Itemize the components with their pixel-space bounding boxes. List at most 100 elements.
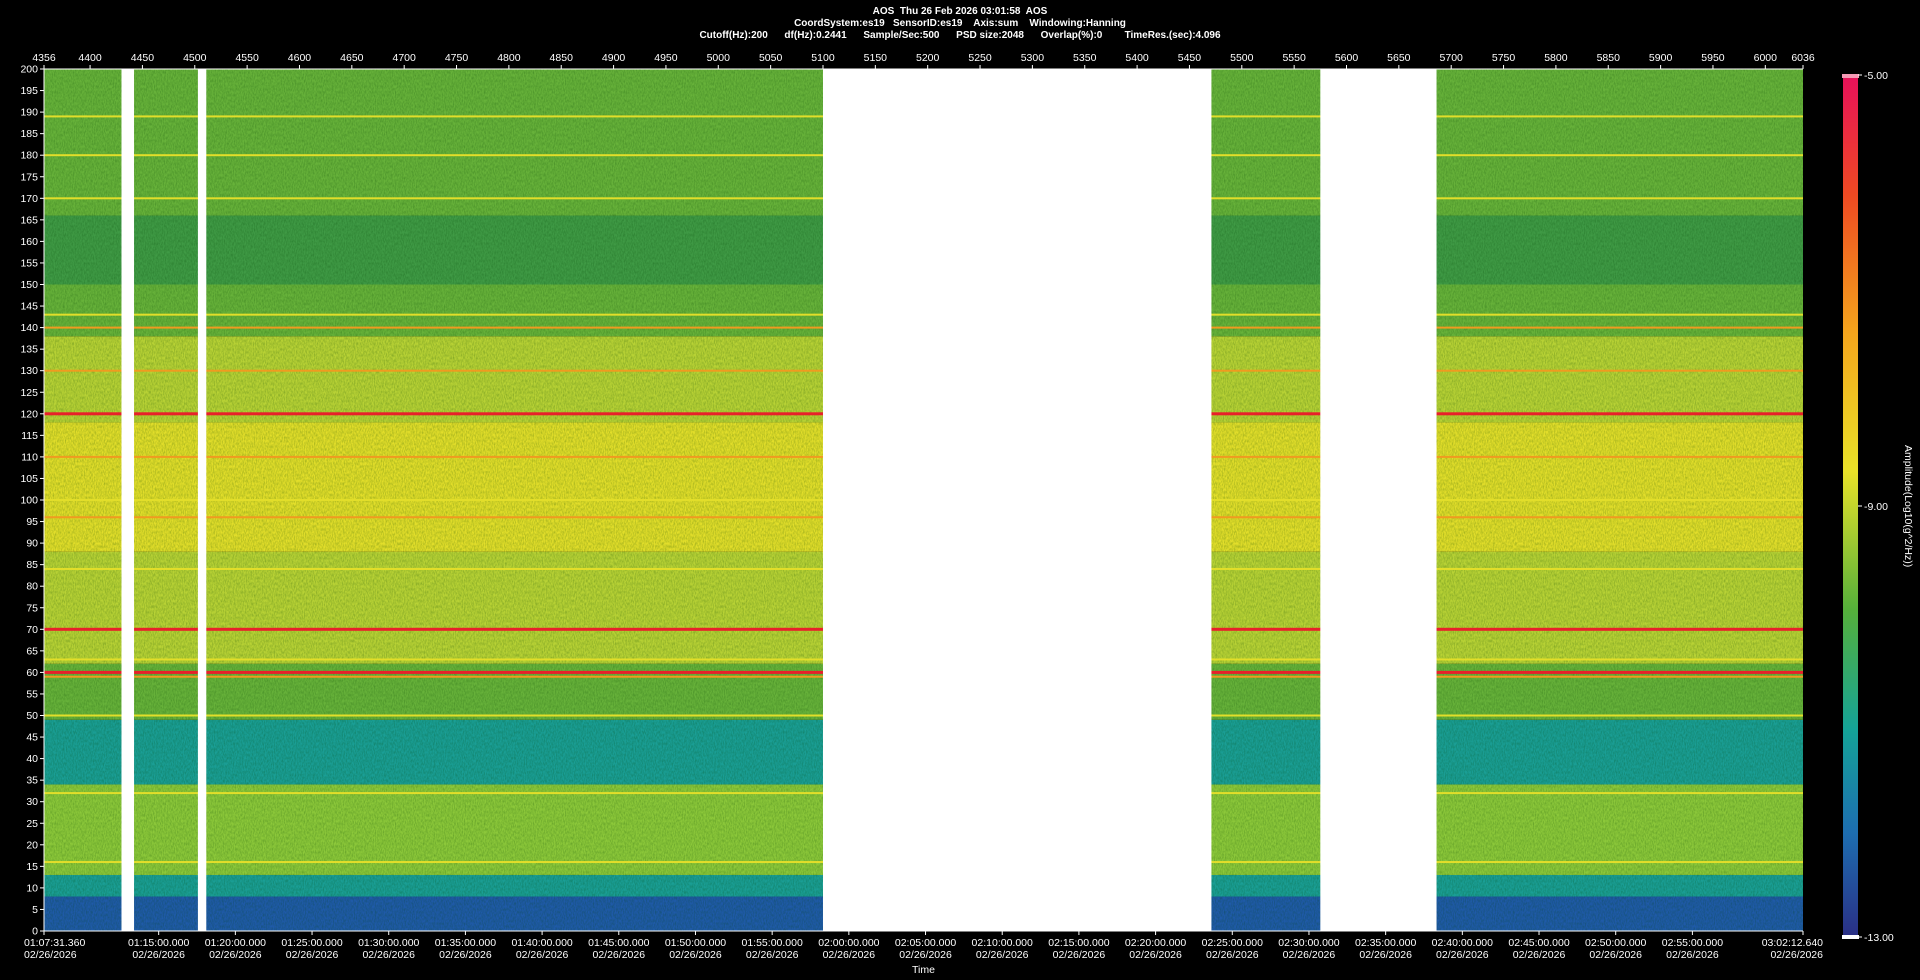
x-tick-time-label: 01:45:00.000 [588, 937, 649, 949]
y-tick-label: 160 [20, 236, 38, 248]
colorbar-max-marker [1842, 74, 1859, 78]
y-tick-label: 60 [26, 667, 38, 679]
top-tick-label: 4450 [131, 52, 155, 64]
x-tick-time-label: 02:10:00.000 [972, 937, 1033, 949]
x-tick-time-label: 03:02:12.640 [1762, 937, 1823, 949]
x-tick-date-label: 02/26/2026 [516, 949, 569, 961]
x-tick-time-label: 02:05:00.000 [895, 937, 956, 949]
top-tick-label: 5050 [759, 52, 783, 64]
colorbar-tick-label: -9.00 [1864, 501, 1888, 513]
y-tick-label: 150 [20, 279, 38, 291]
top-tick-label: 5250 [968, 52, 992, 64]
top-tick-label: 5850 [1597, 52, 1621, 64]
x-tick-date-label: 02/26/2026 [823, 949, 876, 961]
top-index-axis: 4356 4400 4450 4500 4550 4600 4650 4700 4750 4800… [32, 52, 1815, 70]
y-tick-label: 170 [20, 193, 38, 205]
x-tick-date-label: 02/26/2026 [286, 949, 339, 961]
x-tick-time-label: 01:55:00.000 [742, 937, 803, 949]
y-tick-label: 50 [26, 710, 38, 722]
y-tick-label: 115 [21, 430, 38, 442]
x-tick-time-label: 01:50:00.000 [665, 937, 726, 949]
colorbar: -5.00 -9.00 -13.00 [1842, 70, 1894, 944]
x-tick-time-label: 02:50:00.000 [1585, 937, 1646, 949]
y-tick-label: 90 [26, 538, 38, 550]
x-tick-date-label: 02/26/2026 [1206, 949, 1259, 961]
x-tick-time-label: 01:35:00.000 [435, 937, 496, 949]
top-tick-label: 5650 [1387, 52, 1411, 64]
x-tick-date-label: 02/26/2026 [746, 949, 799, 961]
y-tick-label: 145 [20, 301, 38, 313]
x-tick-time-label: 02:25:00.000 [1202, 937, 1263, 949]
x-tick-date-label: 02/26/2026 [1359, 949, 1412, 961]
x-tick-time-label: 01:25:00.000 [281, 937, 342, 949]
top-tick-label: 4950 [654, 52, 678, 64]
x-tick-date-label: 02/26/2026 [209, 949, 262, 961]
top-tick-label: 4800 [497, 52, 521, 64]
colorbar-gradient [1843, 75, 1858, 937]
top-tick-label: 4400 [78, 52, 102, 64]
top-tick-label: 5950 [1701, 52, 1725, 64]
x-tick-date-label: 02/26/2026 [1436, 949, 1489, 961]
x-tick-time-label: 02:15:00.000 [1048, 937, 1109, 949]
top-tick-label: 5550 [1282, 52, 1306, 64]
top-tick-label: 5600 [1335, 52, 1359, 64]
top-tick-label: 5800 [1544, 52, 1568, 64]
x-tick-date-label: 02/26/2026 [976, 949, 1029, 961]
data-gap [197, 69, 207, 931]
data-gap [121, 69, 135, 931]
spectrogram-plot-area [44, 69, 1803, 931]
y-tick-label: 125 [20, 387, 38, 399]
y-tick-label: 175 [20, 171, 38, 183]
x-tick-date-label: 02/26/2026 [24, 949, 77, 961]
y-tick-label: 135 [20, 344, 38, 356]
top-tick-label: 4500 [183, 52, 207, 64]
y-tick-label: 45 [26, 732, 38, 744]
y-tick-label: 80 [26, 581, 38, 593]
y-tick-label: 120 [20, 408, 38, 420]
x-tick-time-label: 02:20:00.000 [1125, 937, 1186, 949]
x-tick-date-label: 02/26/2026 [1666, 949, 1719, 961]
top-tick-label: 4700 [392, 52, 416, 64]
x-tick-time-label: 01:30:00.000 [358, 937, 419, 949]
top-tick-label: 6000 [1754, 52, 1778, 64]
top-tick-label: 5750 [1492, 52, 1516, 64]
y-tick-label: 30 [26, 796, 38, 808]
chart-subtitle-psd-params: Cutoff(Hz):200 df(Hz):0.2441 Sample/Sec:… [699, 30, 1221, 41]
x-tick-date-label: 02/26/2026 [1770, 949, 1823, 961]
y-tick-label: 75 [26, 602, 38, 614]
top-tick-label: 6036 [1791, 52, 1815, 64]
top-tick-label: 5500 [1230, 52, 1254, 64]
y-tick-label: 10 [26, 882, 38, 894]
top-tick-label: 5100 [811, 52, 835, 64]
y-tick-label: 105 [20, 473, 38, 485]
chart-subtitle-params: CoordSystem:es19 SensorID:es19 Axis:sum … [794, 18, 1126, 29]
y-tick-label: 130 [20, 365, 38, 377]
x-tick-time-label: 02:40:00.000 [1432, 937, 1493, 949]
y-tick-label: 20 [26, 839, 38, 851]
top-tick-label: 5350 [1073, 52, 1097, 64]
x-tick-date-label: 02/26/2026 [1129, 949, 1182, 961]
y-tick-label: 85 [26, 559, 38, 571]
x-tick-time-label: 02:30:00.000 [1278, 937, 1339, 949]
x-tick-time-label: 02:00:00.000 [818, 937, 879, 949]
x-tick-time-label: 01:15:00.000 [128, 937, 189, 949]
x-tick-time-label: 02:45:00.000 [1508, 937, 1569, 949]
x-tick-date-label: 02/26/2026 [362, 949, 415, 961]
top-tick-label: 4550 [235, 52, 259, 64]
colorbar-label: Amplitude(Log10(g^2/Hz)) [1902, 445, 1914, 567]
colorbar-tick-label: -5.00 [1864, 70, 1888, 82]
y-tick-label: 185 [20, 128, 38, 140]
y-tick-label: 40 [26, 753, 38, 765]
top-tick-label: 4750 [445, 52, 469, 64]
y-tick-label: 70 [26, 624, 38, 636]
y-tick-label: 155 [20, 257, 38, 269]
top-tick-label: 5150 [864, 52, 888, 64]
top-tick-label: 4600 [288, 52, 312, 64]
colorbar-tick-label: -13.00 [1864, 932, 1894, 944]
y-tick-label: 165 [20, 214, 38, 226]
y-tick-label: 140 [20, 322, 38, 334]
colorbar-min-marker [1842, 935, 1859, 939]
x-tick-date-label: 02/26/2026 [669, 949, 722, 961]
top-tick-label: 5000 [707, 52, 731, 64]
x-axis-label: Time [912, 964, 935, 976]
